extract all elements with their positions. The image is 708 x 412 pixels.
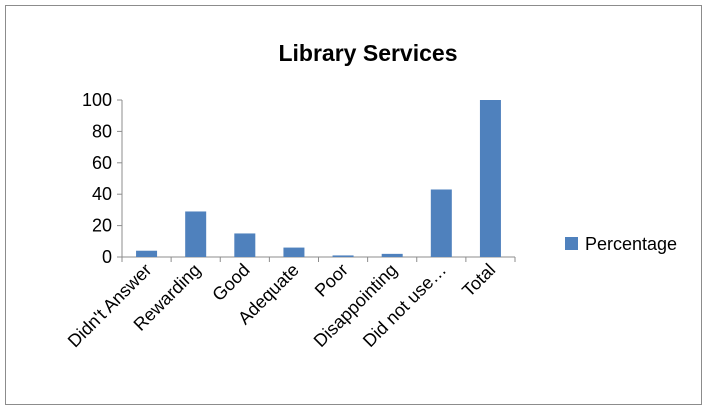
bars bbox=[136, 100, 501, 257]
bar bbox=[185, 211, 207, 257]
bar bbox=[283, 247, 305, 257]
bar bbox=[479, 100, 501, 257]
bar bbox=[381, 253, 403, 257]
legend-swatch bbox=[565, 237, 578, 250]
y-tick-label: 80 bbox=[92, 121, 112, 141]
chart-frame bbox=[5, 5, 702, 405]
chart-title: Library Services bbox=[278, 40, 457, 66]
bar bbox=[136, 250, 158, 257]
y-tick-label: 0 bbox=[102, 247, 112, 267]
x-tick-label: Poor bbox=[311, 260, 352, 301]
x-tick-label: Total bbox=[458, 260, 499, 301]
y-tick-label: 40 bbox=[92, 184, 112, 204]
y-tick-label: 60 bbox=[92, 153, 112, 173]
legend: Percentage bbox=[565, 234, 677, 254]
y-tick-label: 100 bbox=[82, 90, 112, 110]
bar bbox=[430, 189, 452, 257]
x-tick-label: Good bbox=[208, 260, 253, 305]
bar bbox=[234, 233, 256, 257]
y-axis: 0 20 40 60 80 100 bbox=[82, 90, 123, 267]
x-tick-label: Didn't Answer bbox=[64, 260, 156, 352]
legend-label: Percentage bbox=[585, 234, 677, 254]
y-tick-label: 20 bbox=[92, 216, 112, 236]
bar bbox=[332, 255, 354, 257]
